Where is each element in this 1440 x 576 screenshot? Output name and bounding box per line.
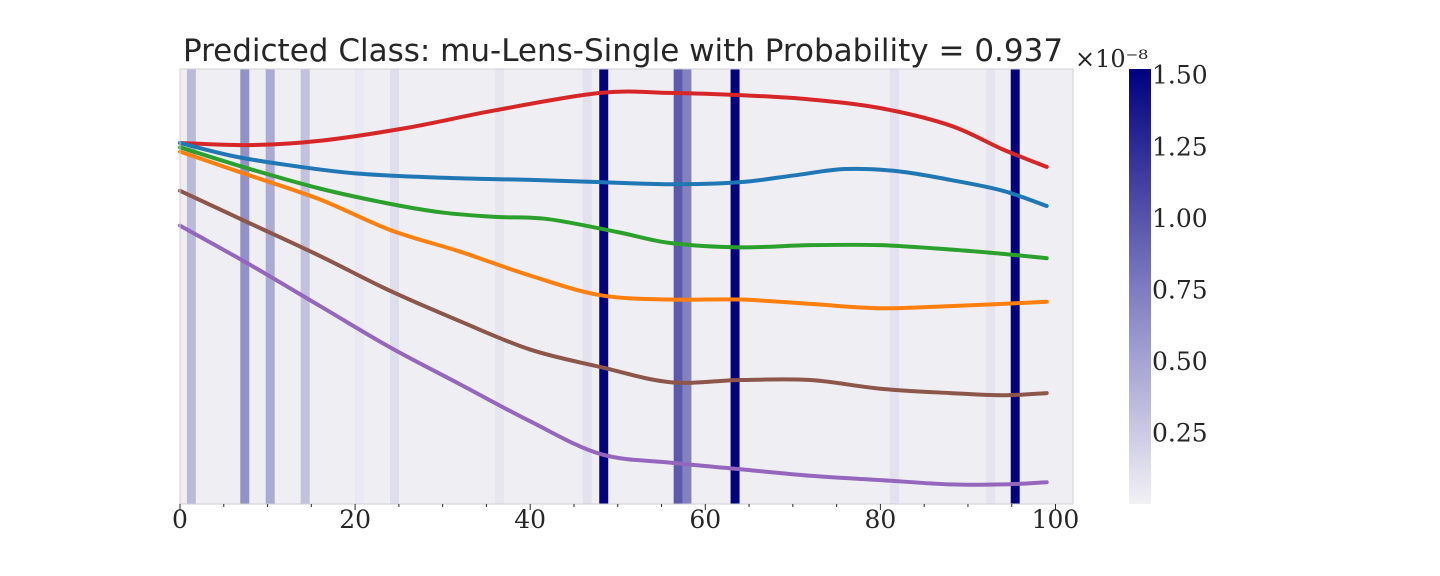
x-tick-label-2: 40	[514, 505, 546, 534]
x-tick-label-5: 100	[1032, 505, 1080, 534]
colorbar	[1129, 69, 1151, 504]
series-line-5	[178, 223, 1049, 487]
x-tick-label-3: 60	[689, 505, 721, 534]
highlight-band-9	[673, 69, 683, 504]
highlight-band-11	[730, 69, 740, 504]
highlight-band-10	[682, 69, 692, 504]
colorbar-tick-label-4: 1.25	[1152, 132, 1208, 161]
highlight-band-2	[265, 69, 275, 504]
series-line-0	[178, 89, 1049, 169]
highlight-band-6	[495, 69, 505, 504]
x-axis: 0 20 40 60 80 100	[172, 504, 1079, 534]
highlight-bands	[186, 69, 1020, 504]
highlight-band-1	[240, 69, 250, 504]
highlight-band-7	[582, 69, 592, 504]
colorbar-tick-label-3: 1.00	[1152, 204, 1208, 233]
series-line-3	[178, 149, 1049, 311]
plot-area	[180, 69, 1073, 504]
series-line-1	[178, 140, 1049, 209]
highlight-band-0	[186, 69, 196, 504]
highlight-band-5	[389, 69, 399, 504]
colorbar-tick-label-2: 0.75	[1152, 275, 1208, 304]
highlight-band-8	[599, 69, 609, 504]
highlight-band-4	[354, 69, 364, 504]
chart-title: Predicted Class: mu-Lens-Single with Pro…	[183, 33, 1063, 69]
series-line-4	[178, 188, 1049, 398]
x-tick-label-0: 0	[172, 505, 188, 534]
highlight-band-14	[1010, 69, 1020, 504]
colorbar-offset-text: ×10⁻⁸	[1075, 45, 1148, 73]
colorbar-tick-label-1: 0.50	[1152, 347, 1208, 376]
x-tick-label-1: 20	[339, 505, 371, 534]
x-tick-label-4: 80	[864, 505, 896, 534]
colorbar-tick-label-0: 0.25	[1152, 418, 1208, 447]
colorbar-axis: 0.25 0.50 0.75 1.00 1.25 1.50	[1152, 61, 1208, 448]
highlight-band-13	[986, 69, 996, 504]
highlight-band-12	[889, 69, 899, 504]
colorbar-tick-label-5: 1.50	[1152, 61, 1208, 90]
series-line-2	[178, 145, 1049, 261]
highlight-band-3	[300, 69, 310, 504]
series-lines	[178, 89, 1049, 487]
plot-frame	[179, 68, 1074, 505]
